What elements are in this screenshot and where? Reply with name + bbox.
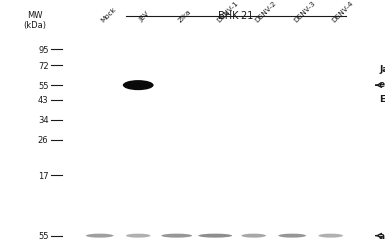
- Text: Japanese: Japanese: [379, 65, 385, 74]
- Text: encephalitis virus: encephalitis virus: [379, 80, 385, 89]
- Text: DENV-3: DENV-3: [292, 0, 316, 23]
- Text: 95: 95: [38, 46, 49, 55]
- Text: DENV-1: DENV-1: [215, 0, 239, 23]
- Text: Envelope: Envelope: [379, 95, 385, 104]
- Text: Zika: Zika: [177, 8, 192, 23]
- Text: 55: 55: [38, 81, 49, 90]
- Text: BHK-21: BHK-21: [218, 11, 254, 20]
- Ellipse shape: [198, 234, 232, 238]
- Ellipse shape: [161, 234, 192, 238]
- Text: DENV-4: DENV-4: [331, 0, 355, 23]
- Text: 34: 34: [38, 116, 49, 125]
- Text: JEV: JEV: [138, 11, 151, 23]
- Text: 43: 43: [38, 96, 49, 105]
- Text: 26: 26: [38, 136, 49, 144]
- Text: (kDa): (kDa): [23, 21, 47, 30]
- Text: DENV-2: DENV-2: [254, 0, 278, 23]
- Ellipse shape: [126, 234, 151, 238]
- Text: MW: MW: [27, 11, 43, 20]
- Text: 17: 17: [38, 171, 49, 180]
- Text: Mock: Mock: [100, 6, 117, 23]
- Text: alpha Tubulin: alpha Tubulin: [379, 231, 385, 240]
- Ellipse shape: [241, 234, 266, 238]
- Ellipse shape: [318, 234, 343, 238]
- Text: 72: 72: [38, 62, 49, 70]
- Ellipse shape: [86, 234, 114, 238]
- Ellipse shape: [278, 234, 306, 238]
- Ellipse shape: [123, 81, 154, 91]
- Text: 55: 55: [38, 231, 49, 240]
